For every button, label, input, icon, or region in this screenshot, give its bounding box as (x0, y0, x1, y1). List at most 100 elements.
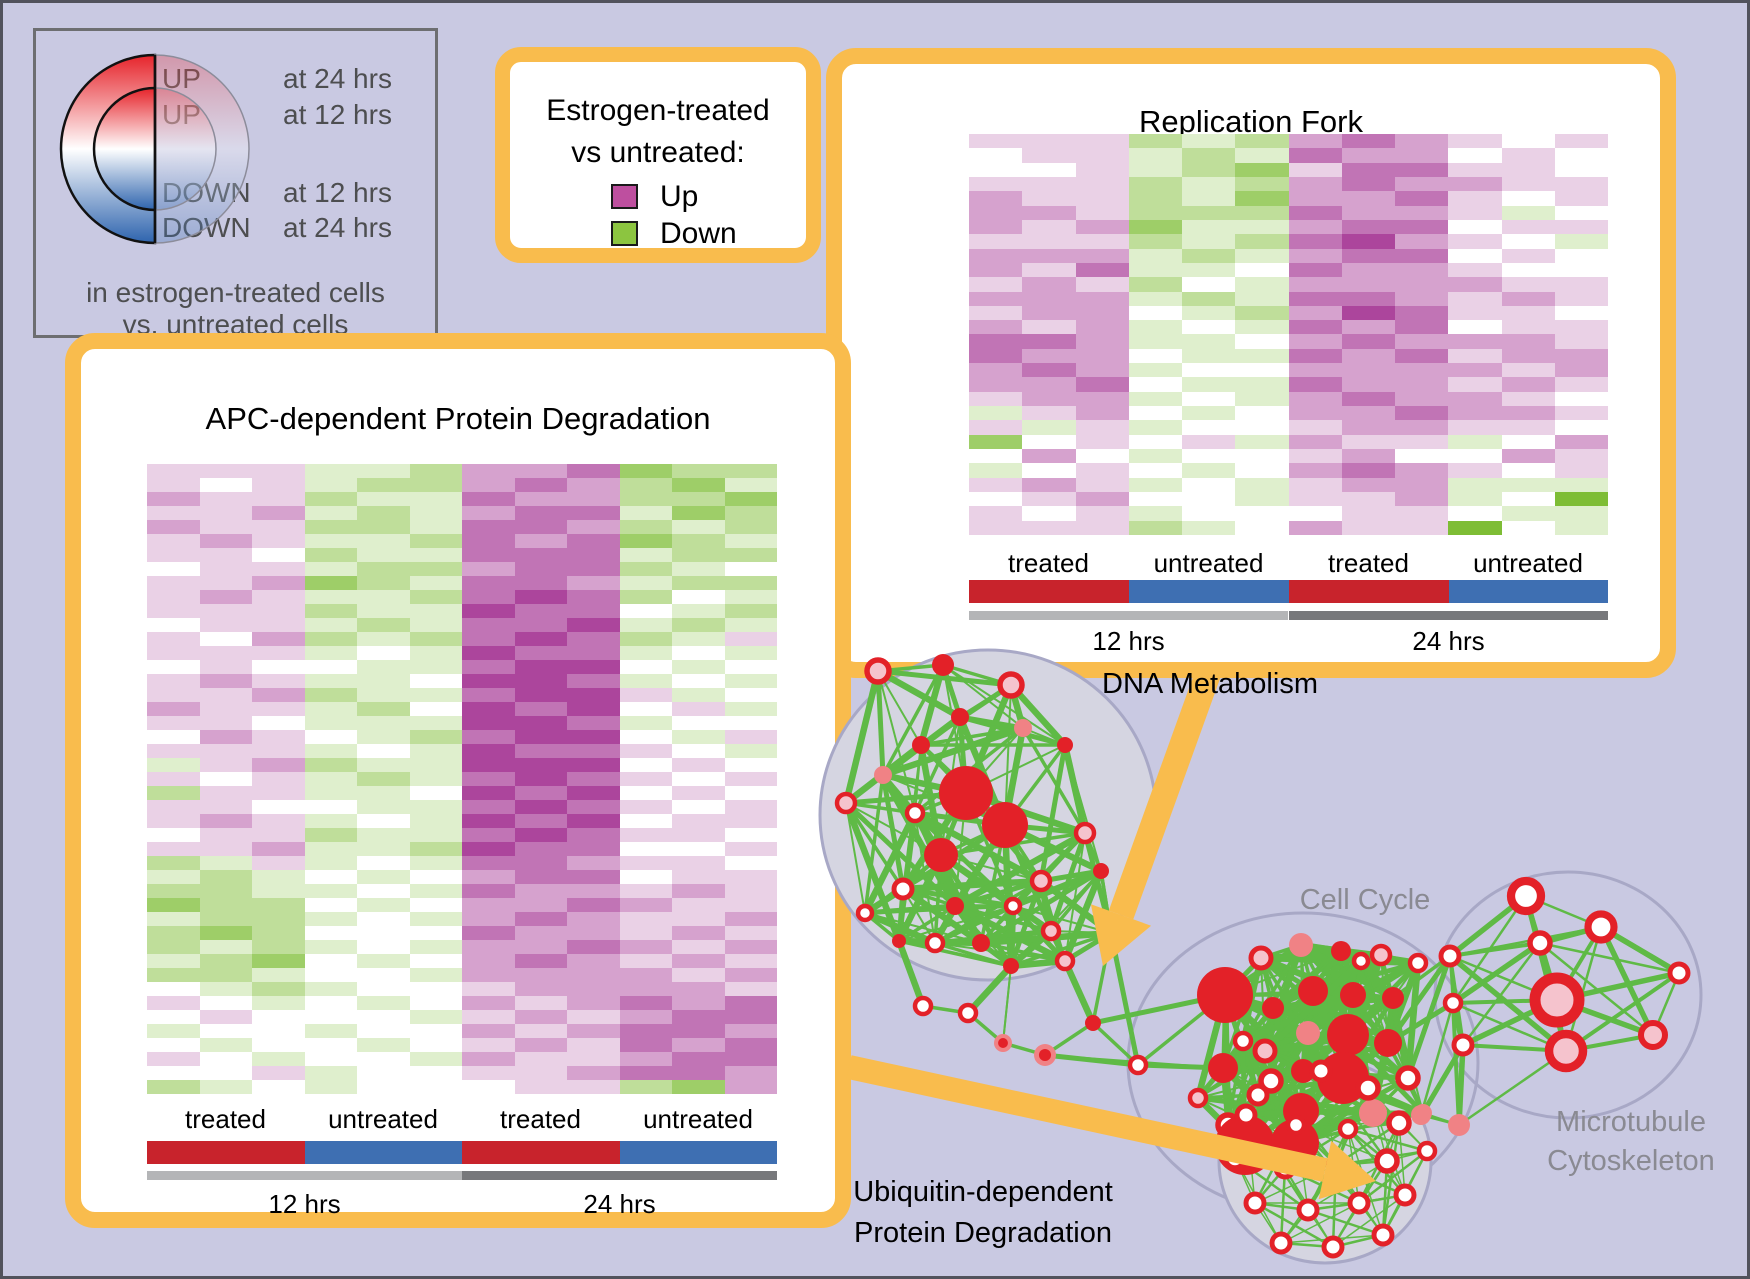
heatmap-cell (409, 618, 462, 632)
heatmap-cell (304, 660, 357, 674)
network-edge (1222, 1067, 1302, 1112)
heatmap-cell (1448, 234, 1502, 249)
network-edge (898, 905, 1014, 942)
heatmap-cell (357, 688, 410, 702)
network-edge (1244, 1141, 1296, 1147)
network-edge (1320, 1070, 1349, 1130)
heatmap-cell (1128, 248, 1182, 263)
heatmap-cell (199, 1010, 252, 1024)
network-edge (882, 774, 1006, 826)
network-edge (980, 929, 1112, 947)
network-edge (1539, 941, 1680, 975)
node-salmon (1296, 1021, 1320, 1045)
network-edge (1240, 1038, 1304, 1114)
network-edge (1280, 1209, 1309, 1244)
network-edge (1245, 1113, 1297, 1127)
network-edge (919, 743, 1007, 827)
heatmap-cell (1501, 406, 1555, 421)
network-edge (1284, 1163, 1337, 1170)
heatmap-cell (252, 1010, 305, 1024)
heatmap-cell (357, 660, 410, 674)
network-edge (1284, 1167, 1309, 1211)
heatmap-cell (1075, 277, 1129, 292)
heatmap-cell (252, 674, 305, 688)
network-edge (954, 905, 1012, 967)
network-edge (1347, 1128, 1360, 1204)
network-edge (1295, 1087, 1369, 1126)
network-edge (1040, 868, 1102, 884)
heatmap-cell (514, 744, 567, 758)
heatmap-cell (1288, 363, 1342, 378)
network-edge (1302, 1069, 1344, 1080)
heatmap-cell (462, 702, 515, 716)
network-edge (914, 810, 1006, 828)
heatmap-cell (1395, 262, 1449, 278)
node-white-center (1246, 1083, 1270, 1107)
heatmap-cell (252, 576, 305, 590)
heatmap-cell (304, 464, 357, 478)
network-edge (1011, 904, 1067, 963)
heatmap-cell (1075, 262, 1129, 278)
heatmap-cell (357, 1052, 410, 1066)
network-edge (1344, 953, 1385, 1037)
heatmap-cell (462, 548, 515, 562)
network-edge (1449, 954, 1558, 1002)
heatmap-cell (514, 940, 567, 954)
network-edge (902, 744, 922, 890)
heatmap-cell (199, 534, 252, 548)
network-edge (881, 724, 1025, 779)
heatmap-cell (304, 702, 357, 716)
network-edge (863, 910, 937, 946)
heatmap-cell (567, 996, 620, 1010)
node-solid-red (1374, 1029, 1402, 1057)
network-edge (1004, 824, 1052, 932)
heatmap-cell (567, 898, 620, 912)
heatmap-cell (724, 814, 777, 828)
heatmap-cell (304, 1080, 357, 1094)
heatmap-cell (1075, 148, 1129, 163)
node-pink-center (1248, 945, 1274, 971)
heatmap-cell (409, 646, 462, 660)
heatmap-cell (567, 506, 620, 520)
network-edge (1298, 1070, 1306, 1112)
rf-12hrs-label: 12 hrs (1092, 626, 1165, 656)
heatmap-cell (1448, 506, 1502, 521)
network-edge (1599, 924, 1681, 976)
network-edge (1302, 1040, 1389, 1074)
heatmap-cell (514, 996, 567, 1010)
heatmap-cell (1341, 348, 1395, 364)
network-edge (1262, 958, 1364, 1054)
ring-at12-top-label: at 12 hrs (283, 99, 392, 130)
heatmap-cell (147, 1038, 200, 1052)
rf-group-label-1: treated (1008, 548, 1089, 578)
heatmap-cell (1395, 348, 1449, 364)
heatmap-cell (304, 744, 357, 758)
node-pink-center (1544, 1029, 1588, 1073)
network-edge (914, 744, 922, 814)
network-edge (932, 823, 1008, 945)
heatmap-cell (462, 884, 515, 898)
heatmap-cell (969, 391, 1023, 407)
arrow-apc-to-ub-head-icon (1318, 1140, 1376, 1200)
heatmap-cell (567, 1024, 620, 1038)
apc-12hrs-label: 12 hrs (268, 1189, 341, 1219)
heatmap-cell (672, 828, 725, 842)
heatmap-cell (199, 1066, 252, 1080)
heatmap-cell (1022, 320, 1076, 335)
node-solid-red (1382, 987, 1404, 1009)
heatmap-cell (724, 632, 777, 646)
network-edge (1341, 1040, 1390, 1081)
heatmap-cell (1075, 391, 1129, 407)
heatmap-cell (1554, 134, 1608, 149)
heatmap-cell (409, 996, 462, 1010)
network-edge (1261, 1007, 1277, 1052)
network-edge (1450, 1002, 1466, 1046)
node-white-center (1215, 1112, 1241, 1138)
network-edge (1260, 943, 1302, 960)
up-label: Up (660, 180, 699, 213)
network-edge (1299, 990, 1315, 1112)
rf-treated-bar-24h (1289, 580, 1449, 603)
network-edge (1284, 1167, 1334, 1248)
node-solid-red (1331, 941, 1351, 961)
heatmap-cell (724, 548, 777, 562)
